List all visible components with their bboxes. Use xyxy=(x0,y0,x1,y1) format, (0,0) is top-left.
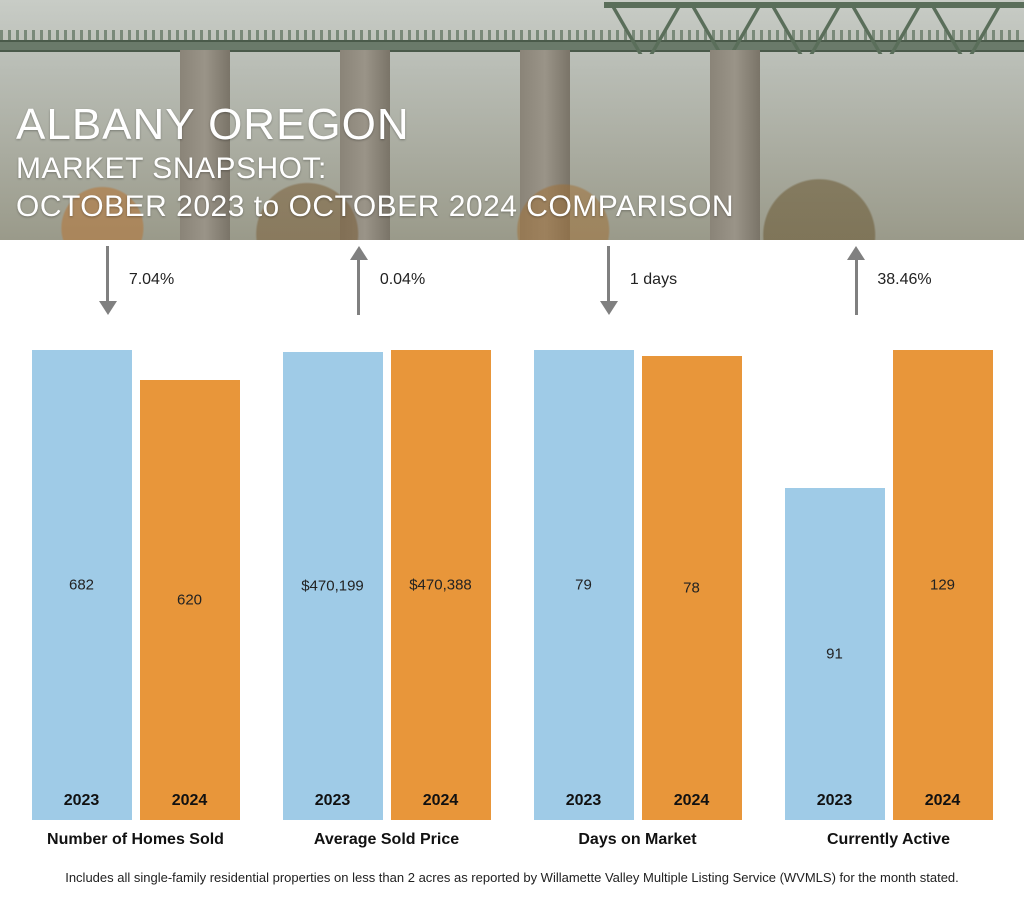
bar-2023: 79 2023 xyxy=(534,350,634,820)
bar-year-label: 2023 xyxy=(64,792,100,810)
bar-year-label: 2024 xyxy=(925,792,961,810)
change-indicator: 0.04% xyxy=(269,240,504,320)
hero-banner: ALBANY OREGON MARKET SNAPSHOT: OCTOBER 2… xyxy=(0,0,1024,240)
metric-title: Currently Active xyxy=(827,820,950,860)
metric-group: 7.04% 682 2023 620 2024 Number of Homes Sold xyxy=(10,240,261,860)
bar-value: 129 xyxy=(930,577,955,594)
charts-container: 7.04%68220236202024Number of Homes Sold0… xyxy=(0,240,1024,860)
delta-value: 7.04% xyxy=(129,271,174,289)
bars-area: 79 2023 78 2024 xyxy=(520,320,755,820)
bar-value: $470,199 xyxy=(301,578,364,595)
bar-year-label: 2023 xyxy=(315,792,351,810)
arrow-down-icon xyxy=(598,246,620,315)
bar-2024: 78 2024 xyxy=(642,356,742,820)
hero-text: ALBANY OREGON MARKET SNAPSHOT: OCTOBER 2… xyxy=(16,100,734,225)
bar-year-label: 2024 xyxy=(423,792,459,810)
delta-value: 0.04% xyxy=(380,271,425,289)
bar-value: $470,388 xyxy=(409,577,472,594)
bar-year-label: 2024 xyxy=(172,792,208,810)
bar-year-label: 2023 xyxy=(566,792,602,810)
bar-2023: 682 2023 xyxy=(32,350,132,820)
bar-year-label: 2023 xyxy=(817,792,853,810)
footnote: Includes all single-family residential p… xyxy=(0,860,1024,885)
change-indicator: 7.04% xyxy=(18,240,253,320)
bar-value: 682 xyxy=(69,577,94,594)
bridge-truss xyxy=(604,0,1024,80)
hero-subtitle-1: MARKET SNAPSHOT: xyxy=(16,150,734,188)
metric-group: 38.46% 91 2023 129 2024 Currently Active xyxy=(763,240,1014,860)
metric-title: Days on Market xyxy=(578,820,696,860)
hero-subtitle-2: OCTOBER 2023 to OCTOBER 2024 COMPARISON xyxy=(16,188,734,226)
bar-value: 79 xyxy=(575,577,592,594)
change-indicator: 38.46% xyxy=(771,240,1006,320)
bar-2023: 91 2023 xyxy=(785,488,885,820)
change-indicator: 1 days xyxy=(520,240,755,320)
bar-2024: $470,388 2024 xyxy=(391,350,491,820)
bar-value: 78 xyxy=(683,580,700,597)
hero-title: ALBANY OREGON xyxy=(16,100,734,150)
metric-group: 0.04% $470,199 2023 $470,388 2024 Average Sol… xyxy=(261,240,512,860)
bar-2024: 129 2024 xyxy=(893,350,993,820)
bar-value: 91 xyxy=(826,646,843,663)
delta-value: 1 days xyxy=(630,271,677,289)
metric-title: Average Sold Price xyxy=(314,820,459,860)
arrow-down-icon xyxy=(97,246,119,315)
arrow-up-icon xyxy=(348,246,370,315)
delta-value: 38.46% xyxy=(877,271,931,289)
bars-area: 91 2023 129 2024 xyxy=(771,320,1006,820)
bars-area: $470,199 2023 $470,388 2024 xyxy=(269,320,504,820)
bar-value: 620 xyxy=(177,592,202,609)
bar-2023: $470,199 2023 xyxy=(283,352,383,820)
metric-title: Number of Homes Sold xyxy=(47,820,224,860)
metric-group: 1 days 79 2023 78 2024 Days on Market xyxy=(512,240,763,860)
arrow-up-icon xyxy=(845,246,867,315)
bars-area: 682 2023 620 2024 xyxy=(18,320,253,820)
bar-year-label: 2024 xyxy=(674,792,710,810)
bar-2024: 620 2024 xyxy=(140,380,240,820)
